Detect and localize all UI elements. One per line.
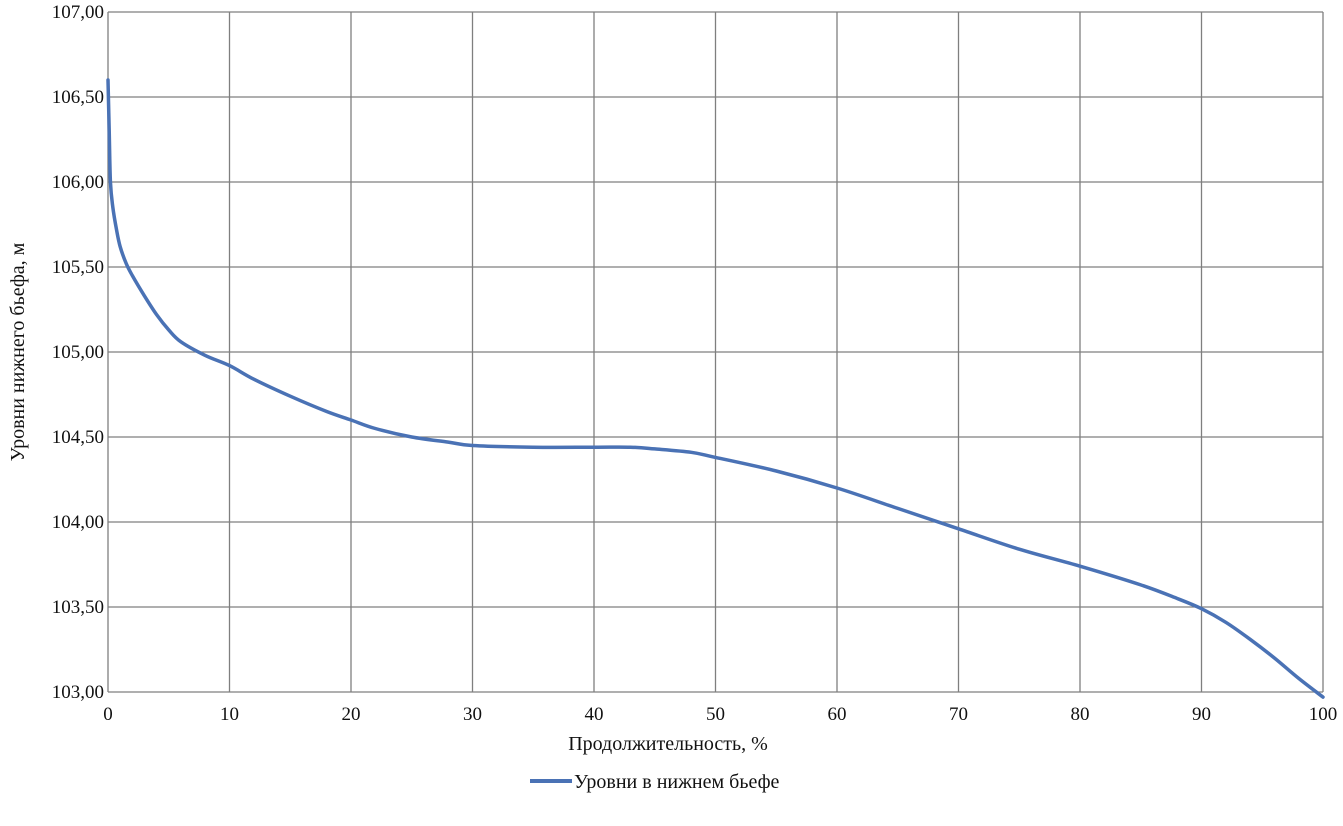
grid <box>107 11 1324 693</box>
x-axis: 0 10 20 30 40 50 60 70 80 90 100 <box>103 704 1337 725</box>
y-tick-label: 106,00 <box>52 172 104 193</box>
x-tick-label: 70 <box>949 704 968 725</box>
y-tick-label: 104,50 <box>52 427 104 448</box>
y-tick-label: 105,50 <box>52 257 104 278</box>
legend-label: Уровни в нижнем бьефе <box>574 771 780 793</box>
x-tick-label: 80 <box>1071 704 1090 725</box>
y-axis-title: Уровни нижнего бьефа, м <box>7 242 29 461</box>
y-axis: 103,00 103,50 104,00 104,50 105,00 105,50 106,… <box>52 2 104 703</box>
y-tick-label: 105,00 <box>52 342 104 363</box>
plot-area <box>106 78 1325 699</box>
x-tick-label: 60 <box>828 704 847 725</box>
series-line <box>106 78 1325 699</box>
y-tick-label: 107,00 <box>52 2 104 23</box>
x-tick-label: 100 <box>1309 704 1338 725</box>
y-tick-label: 106,50 <box>52 87 104 108</box>
y-tick-label: 103,00 <box>52 682 104 703</box>
x-tick-label: 40 <box>585 704 604 725</box>
x-tick-label: 50 <box>706 704 725 725</box>
y-tick-label: 104,00 <box>52 512 104 533</box>
x-tick-label: 90 <box>1192 704 1211 725</box>
x-axis-title: Продолжительность, % <box>568 733 768 755</box>
x-tick-label: 30 <box>463 704 482 725</box>
x-tick-label: 10 <box>220 704 239 725</box>
y-tick-label: 103,50 <box>52 597 104 618</box>
legend: Уровни в нижнем бьефе <box>530 771 780 793</box>
x-tick-label: 20 <box>342 704 361 725</box>
x-tick-label: 0 <box>103 704 113 725</box>
